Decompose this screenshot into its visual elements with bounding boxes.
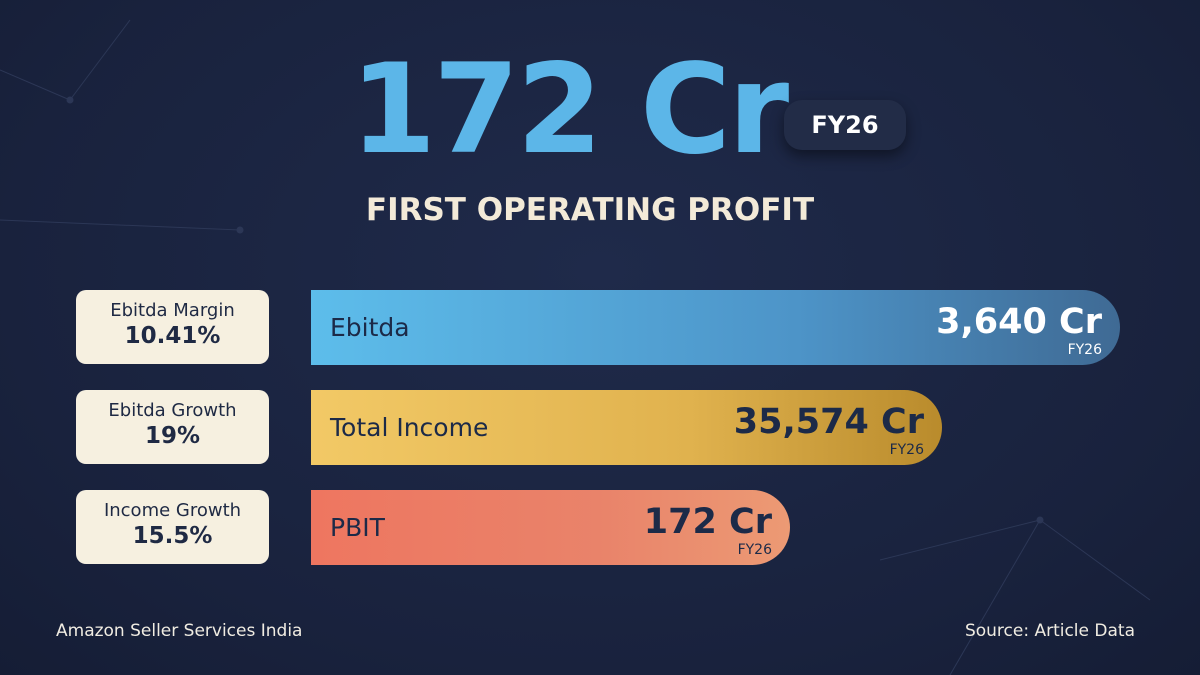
metric-value: 10.41% (124, 323, 221, 349)
metric-value: 19% (144, 423, 201, 449)
bar-value: 172 Cr (643, 502, 772, 542)
metric-label: Ebitda Margin (110, 300, 235, 321)
footer-left: Amazon Seller Services India (56, 621, 303, 641)
footer-right: Source: Article Data (964, 621, 1135, 641)
bar: Total Income 35,574 Cr FY26 (311, 390, 942, 465)
headline-badge: FY26 (784, 100, 906, 150)
metric-label: Income Growth (103, 500, 242, 521)
bar: PBIT 172 Cr FY26 (311, 490, 790, 565)
headline-value: 172 Cr (350, 38, 789, 182)
bar-period: FY26 (1067, 342, 1102, 358)
bar-value: 35,574 Cr (733, 402, 924, 442)
bar-value: 3,640 Cr (936, 302, 1102, 342)
bar-period: FY26 (889, 442, 924, 458)
headline-subtitle: FIRST OPERATING PROFIT (365, 192, 815, 228)
bar-period: FY26 (737, 542, 772, 558)
metric-card: Income Growth 15.5% (76, 490, 269, 564)
bar-label: Ebitda (330, 313, 410, 342)
bar: Ebitda 3,640 Cr FY26 (311, 290, 1120, 365)
metric-value: 15.5% (132, 523, 213, 549)
metric-label: Ebitda Growth (108, 400, 237, 421)
bar-label: Total Income (330, 413, 489, 442)
bar-label: PBIT (330, 513, 385, 542)
metric-card: Ebitda Growth 19% (76, 390, 269, 464)
metric-card: Ebitda Margin 10.41% (76, 290, 269, 364)
